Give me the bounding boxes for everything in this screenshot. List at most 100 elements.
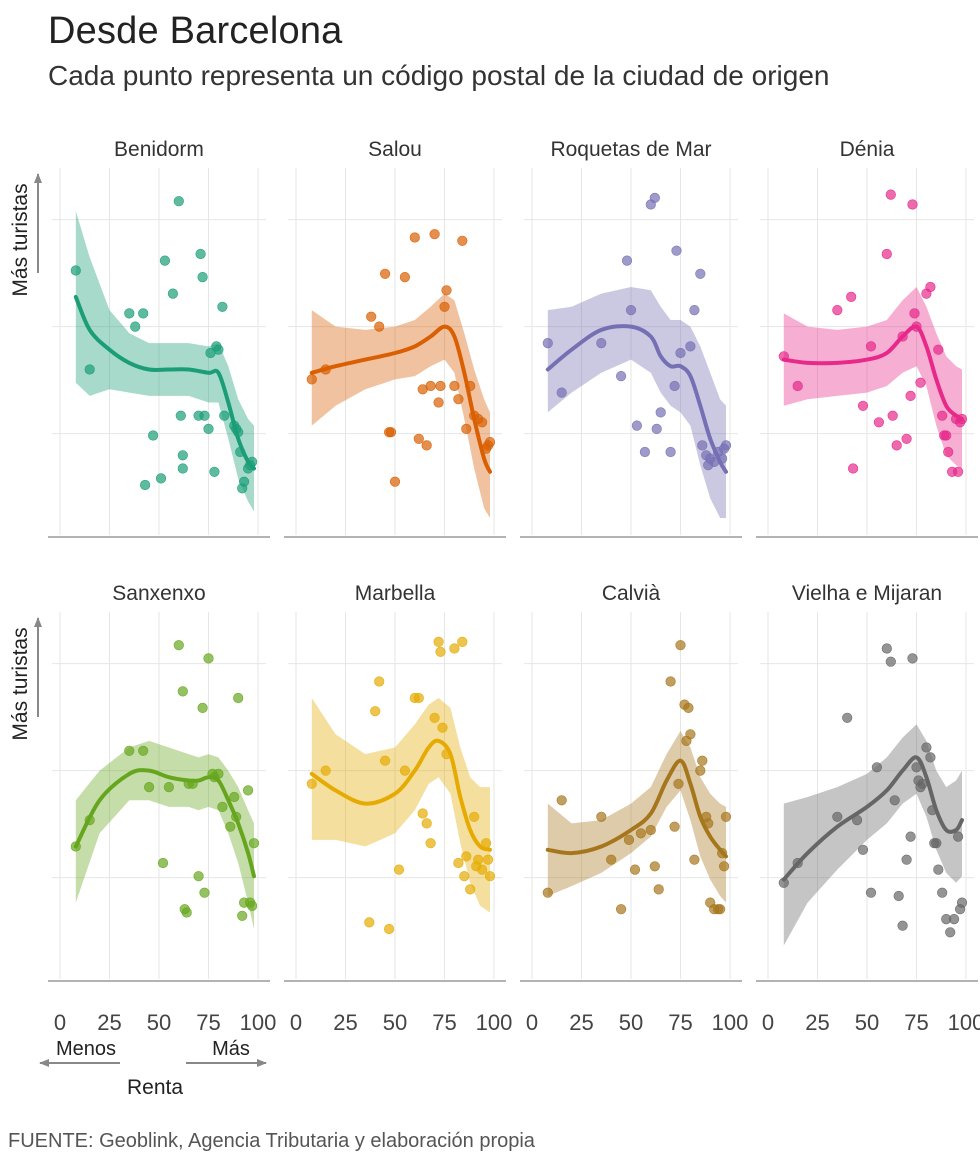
x-tick-label: 75: [432, 1010, 456, 1035]
x-tick-label: 50: [855, 1010, 879, 1035]
data-point: [933, 864, 944, 875]
x-tick-label: 25: [805, 1010, 829, 1035]
data-point: [925, 281, 936, 293]
data-point: [399, 765, 411, 776]
data-point: [832, 811, 843, 822]
data-point: [635, 828, 647, 839]
data-point: [449, 643, 460, 654]
data-point: [384, 923, 395, 935]
data-point: [921, 742, 932, 753]
data-point: [225, 821, 236, 832]
data-point: [173, 196, 184, 207]
x-tick-label: 0: [762, 1010, 774, 1035]
panel-marbella: Marbella 0 25 50 75 100: [284, 582, 512, 1035]
data-point: [465, 884, 476, 895]
data-point: [901, 854, 912, 865]
data-point: [213, 344, 224, 355]
data-point: [629, 864, 641, 875]
data-point: [484, 437, 496, 448]
data-point: [915, 377, 926, 388]
chart-title: Desde Barcelona: [48, 10, 343, 52]
data-point: [380, 268, 391, 279]
x-tick-label: 100: [948, 1010, 980, 1035]
data-point: [956, 897, 968, 908]
data-point: [199, 887, 210, 898]
data-point: [181, 907, 192, 918]
data-point: [907, 199, 918, 210]
data-point: [683, 702, 694, 714]
data-point: [655, 407, 666, 418]
panel-title: Vielha e Mijaran: [792, 582, 942, 605]
data-point: [138, 308, 149, 319]
data-point: [461, 423, 472, 435]
panel-sanxenxo: Sanxenxo 0 25 50 75 100: [48, 582, 276, 1035]
data-point: [714, 904, 726, 915]
confidence-band: [547, 731, 726, 903]
data-point: [556, 387, 567, 398]
data-point: [651, 423, 662, 435]
x-tick-label: 100: [240, 1010, 277, 1035]
data-point: [653, 884, 664, 895]
data-point: [393, 864, 405, 875]
x-tick-label: 100: [712, 1010, 749, 1035]
y-axis-label: Más turistas: [9, 627, 32, 740]
panel-title: Calvià: [602, 582, 661, 605]
data-point: [615, 371, 627, 382]
data-point: [203, 653, 214, 664]
data-point: [649, 861, 660, 872]
data-point: [881, 248, 892, 260]
data-point: [542, 338, 553, 349]
panel-title: Benidorm: [114, 138, 204, 161]
data-point: [437, 722, 448, 733]
data-point: [665, 676, 676, 687]
data-point: [893, 890, 904, 902]
panel-title: Marbella: [355, 582, 436, 605]
x-tick-label: 100: [476, 1010, 513, 1035]
data-point: [461, 851, 472, 862]
data-point: [247, 900, 258, 912]
data-point: [905, 390, 916, 402]
x-tick-label: 75: [668, 1010, 692, 1035]
data-point: [138, 745, 149, 756]
data-point: [596, 338, 607, 349]
data-point: [124, 745, 135, 756]
data-point: [370, 706, 381, 717]
data-point: [399, 272, 411, 283]
x-axis-label: Renta: [127, 1076, 183, 1099]
data-point: [177, 686, 188, 697]
panel-title: Sanxenxo: [112, 582, 205, 605]
data-point: [177, 463, 188, 474]
data-point: [441, 285, 452, 296]
data-point: [306, 374, 317, 385]
confidence-band: [75, 740, 254, 929]
data-point: [857, 400, 869, 411]
x-tick-label: 0: [54, 1010, 66, 1035]
data-point: [366, 311, 377, 322]
data-point: [685, 729, 696, 740]
smooth-curve: [781, 755, 964, 882]
data-point: [695, 268, 706, 279]
data-point: [484, 871, 496, 882]
smooth-curve: [781, 324, 964, 421]
data-point: [433, 636, 444, 648]
data-point: [217, 301, 228, 312]
data-point: [413, 433, 424, 444]
data-point: [909, 308, 920, 319]
data-point: [621, 255, 633, 266]
confidence-band: [547, 287, 726, 518]
data-point: [219, 410, 230, 421]
panel-calvia: Calvià 0 25 50 75 100: [520, 582, 748, 1035]
data-point: [459, 871, 470, 882]
x-tick-label: 50: [147, 1010, 171, 1035]
x-high-label: Más: [212, 1038, 250, 1060]
data-point: [671, 245, 682, 256]
data-point: [847, 463, 859, 474]
data-point: [689, 305, 700, 316]
data-point: [873, 417, 885, 428]
data-point: [233, 692, 244, 704]
data-point: [615, 904, 627, 915]
confidence-band: [783, 287, 962, 469]
data-point: [374, 321, 385, 332]
data-point: [374, 676, 385, 687]
